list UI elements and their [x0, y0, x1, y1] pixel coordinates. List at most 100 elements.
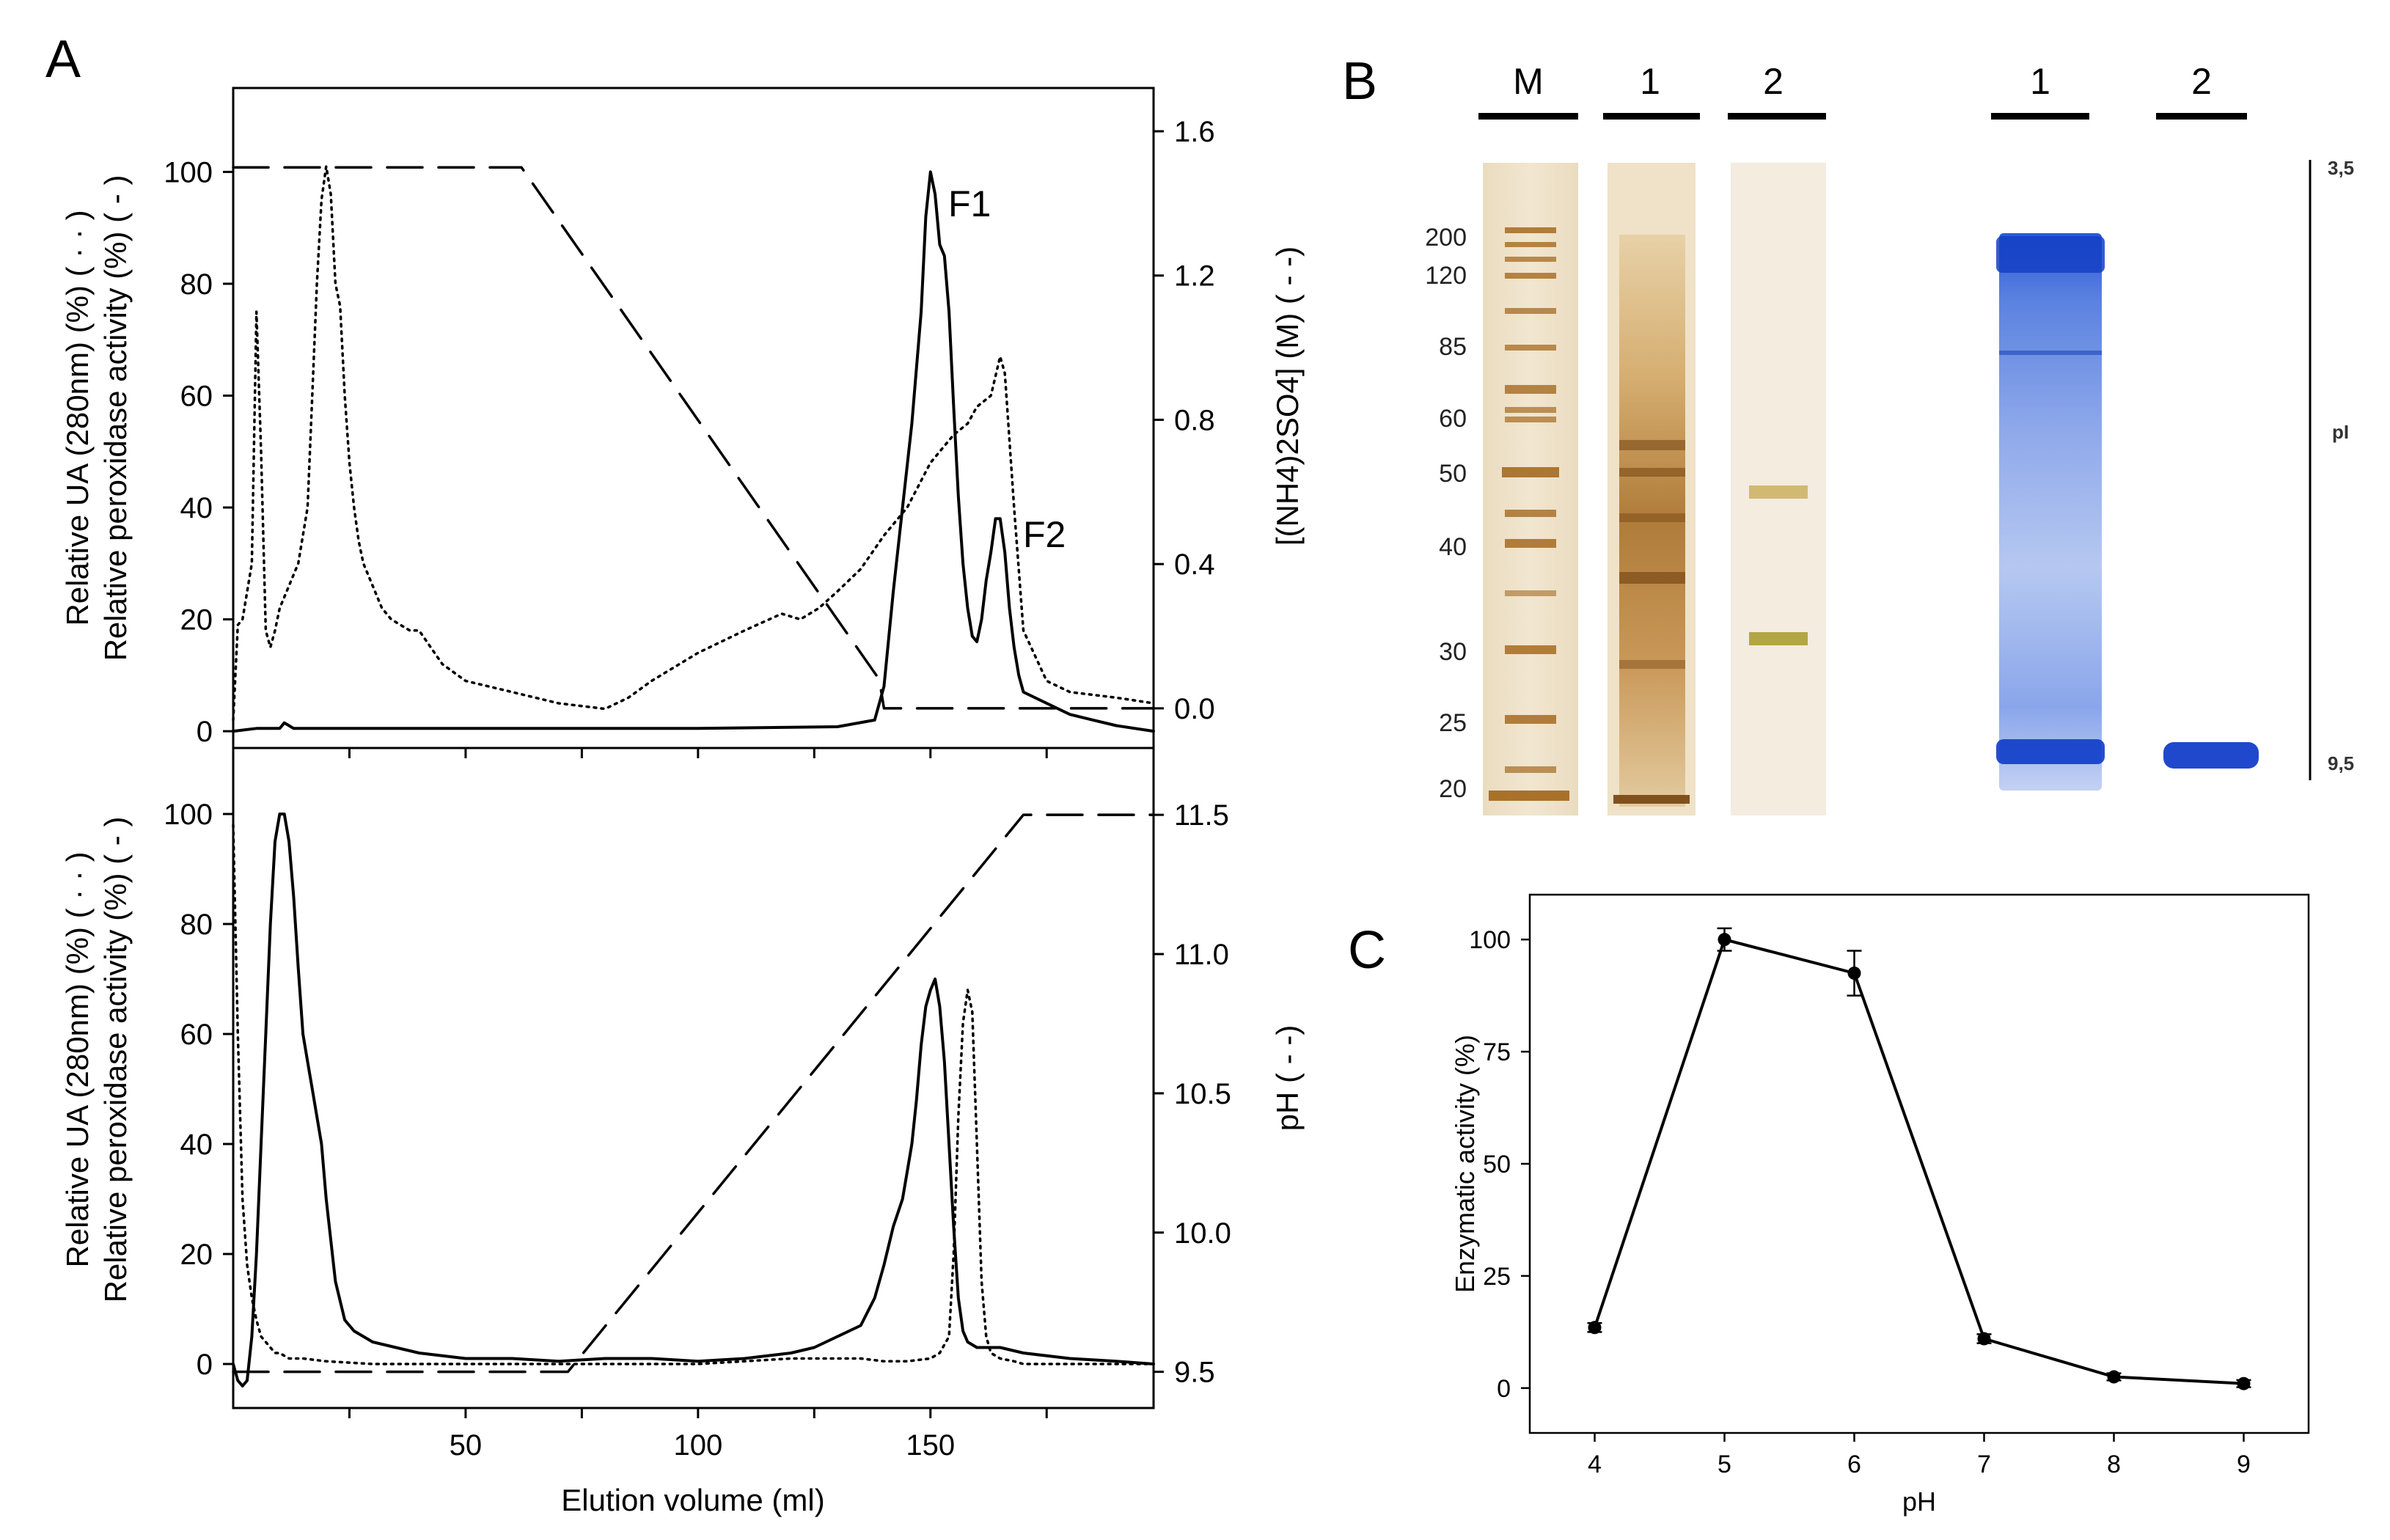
lane-bar-1	[1603, 113, 1700, 120]
y-tick-label: 80	[180, 909, 213, 941]
ief-lane-bar-1	[1991, 113, 2089, 120]
ief-lane-label-1: 1	[2030, 61, 2050, 102]
ief-lane-1-top-band	[1996, 236, 2105, 273]
y2-tick-label: 11.0	[1174, 939, 1229, 971]
ief-lane-1	[1999, 233, 2102, 791]
y-axis-title-a-top-line1: Relative UA (280nm) (%) ( · · )	[60, 210, 95, 626]
series-line-dotted	[232, 165, 1155, 722]
ief-lane-label-2: 2	[2191, 61, 2212, 102]
y-axis-title-a-top-line2: Relative peroxidase activity (%) ( - )	[98, 175, 133, 661]
series-line-dashed	[232, 813, 1155, 1374]
chart-a-bottom: 0 20 40 60 80 100 9.5 10.0 10.5 11.0 11.5 50 100 15…	[60, 747, 1305, 1517]
series-line-dotted	[232, 824, 1155, 1365]
y-tick-label: 40	[180, 1129, 213, 1161]
lane-bar-2	[1728, 113, 1826, 120]
y2-tick-label: 9.5	[1174, 1357, 1215, 1389]
y2-axis-title-a-top: [(NH4)2SO4] (M) ( - -)	[1270, 246, 1305, 546]
mw-label: 20	[1439, 775, 1467, 803]
y-tick-label: 60	[180, 380, 213, 412]
lane-label-2: 2	[1763, 61, 1784, 102]
y2-tick-label: 1.2	[1174, 260, 1215, 293]
panel-label-b: B	[1342, 52, 1377, 111]
pi-bottom-label: 9,5	[2328, 752, 2354, 774]
data-point	[1718, 933, 1731, 947]
x-tick-label: 100	[673, 1429, 722, 1462]
y-tick-label: 0	[197, 1349, 213, 1381]
lane-label-m: M	[1513, 61, 1544, 102]
series-group-c	[1587, 927, 2251, 1390]
x-tick-label: 7	[1977, 1451, 1991, 1478]
y2-tick-label: 1.6	[1174, 116, 1215, 148]
mw-label: 30	[1439, 638, 1467, 666]
y-axis-left-a-bottom: 0 20 40 60 80 100	[164, 799, 233, 1381]
x-axis-c: 4 5 6 7 8 9	[1588, 1433, 2251, 1478]
panel-label-a: A	[45, 30, 81, 89]
y-tick-label: 100	[164, 799, 213, 831]
y-axis-c: 0 25 50 75 100	[1469, 926, 1530, 1403]
mw-label: 60	[1439, 405, 1467, 433]
x-axis-ticks-a-top	[348, 748, 1048, 758]
y-axis-title-a-bottom-line1: Relative UA (280nm) (%) ( · · )	[60, 851, 95, 1267]
x-tick-label: 4	[1588, 1451, 1602, 1478]
chart-a-top: 0 20 40 60 80 100 0.0 0.4 0.8 1.2 1.6 Relative UA…	[60, 87, 1305, 758]
y2-axis-title-a-bottom: pH ( - -)	[1270, 1025, 1305, 1132]
y-tick-label: 20	[180, 604, 213, 637]
lane-2-band-lower	[1749, 632, 1808, 645]
ief-lane-1-line	[1999, 351, 2102, 355]
y-tick-label: 50	[1483, 1151, 1511, 1178]
x-axis-a-bottom: 50 100 150	[348, 1408, 1048, 1462]
lane-1-bands	[1613, 440, 1690, 804]
x-axis-title-a-bottom: Elution volume (ml)	[561, 1483, 824, 1517]
mw-label: 85	[1439, 333, 1467, 361]
ief-lane-1-bottom-band	[1996, 739, 2105, 764]
y2-tick-label: 11.5	[1174, 799, 1229, 832]
x-tick-label: 6	[1847, 1451, 1861, 1478]
lane-label-1: 1	[1640, 61, 1660, 102]
panel-label-c: C	[1348, 921, 1386, 980]
series-group-a-bottom	[232, 813, 1155, 1387]
mw-marker-labels: 200 120 85 60 50 40 30 25 20	[1425, 224, 1467, 803]
series-line-solid	[232, 170, 1155, 733]
mw-label: 120	[1425, 262, 1467, 290]
data-point	[1977, 1332, 1991, 1346]
mw-label: 50	[1439, 460, 1467, 488]
gel-lane-m	[1483, 163, 1578, 815]
data-point	[1847, 967, 1861, 980]
y-axis-title-a-bottom-line2: Relative peroxidase activity (%) ( - )	[98, 817, 133, 1303]
pi-axis-label: pI	[2332, 421, 2349, 443]
y-tick-label: 25	[1483, 1263, 1511, 1291]
y2-tick-label: 0.8	[1174, 404, 1215, 436]
y-axis-right-a-top: 0.0 0.4 0.8 1.2 1.6	[1154, 116, 1215, 725]
y-tick-label: 100	[1469, 926, 1511, 954]
plot-frame-a-bottom	[232, 747, 1155, 1409]
y-tick-label: 100	[164, 156, 213, 188]
ief-gel: 1 2 3,5 pI 9,5	[1991, 61, 2354, 791]
series-line	[1593, 938, 2244, 1385]
y-tick-label: 40	[180, 492, 213, 524]
y-axis-left-a-top: 0 20 40 60 80 100	[164, 156, 233, 748]
series-line-solid	[232, 813, 1155, 1387]
peak-label-f1: F1	[948, 183, 991, 224]
mw-label: 200	[1425, 224, 1467, 252]
y2-tick-label: 0.0	[1174, 693, 1215, 725]
marker-bands	[1489, 227, 1569, 801]
lane-bar-m	[1478, 113, 1578, 120]
x-axis-title-c: pH	[1902, 1486, 1936, 1517]
y2-tick-label: 10.0	[1174, 1217, 1231, 1250]
y-tick-label: 0	[1497, 1375, 1511, 1403]
x-tick-label: 150	[906, 1429, 955, 1462]
y-tick-label: 60	[180, 1019, 213, 1051]
data-point	[1588, 1321, 1602, 1335]
plot-frame-c	[1528, 893, 2310, 1434]
y-tick-label: 80	[180, 268, 213, 301]
x-tick-label: 5	[1718, 1451, 1731, 1478]
ief-lane-bar-2	[2156, 113, 2247, 120]
series-line-dashed	[232, 166, 1155, 710]
peak-label-f2: F2	[1023, 514, 1066, 555]
mw-label: 25	[1439, 709, 1467, 737]
chart-c: 0 25 50 75 100 4 5 6 7 8 9 Enzymatic activity (%)…	[1450, 893, 2310, 1517]
sds-page-gel: M 1 2	[1425, 61, 1826, 815]
y-tick-label: 0	[197, 716, 213, 748]
y2-tick-label: 0.4	[1174, 549, 1215, 581]
x-tick-label: 8	[2107, 1451, 2121, 1478]
